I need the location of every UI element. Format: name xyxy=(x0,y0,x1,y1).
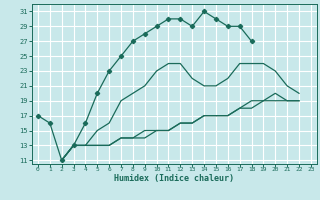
X-axis label: Humidex (Indice chaleur): Humidex (Indice chaleur) xyxy=(115,174,234,183)
